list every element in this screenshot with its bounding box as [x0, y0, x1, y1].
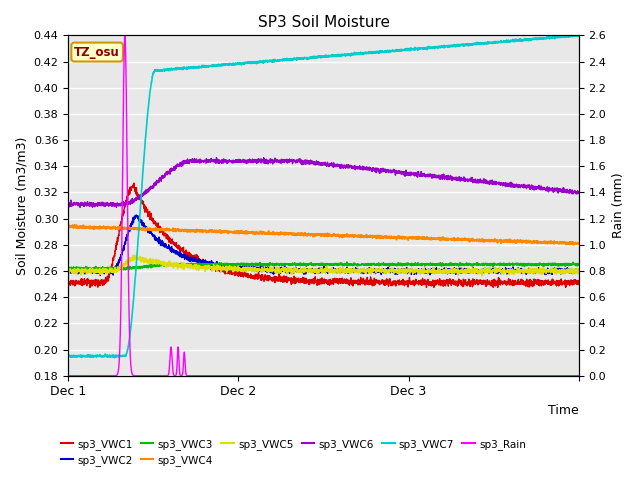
sp3_VWC6 [575, 189, 582, 194]
sp3_VWC5 [420, 269, 428, 275]
X-axis label: Time: Time [548, 404, 579, 417]
sp3_VWC5 [421, 270, 429, 276]
sp3_VWC7 [448, 42, 456, 48]
Title: SP3 Soil Moisture: SP3 Soil Moisture [257, 15, 390, 30]
sp3_Rain [64, 373, 72, 379]
sp3_VWC1 [130, 180, 138, 186]
sp3_VWC2 [575, 268, 582, 274]
sp3_Rain [421, 373, 429, 379]
sp3_VWC7 [388, 48, 396, 54]
Line: sp3_VWC4: sp3_VWC4 [68, 225, 579, 245]
sp3_Rain [121, 33, 129, 38]
sp3_VWC7 [64, 353, 72, 359]
sp3_VWC1 [388, 279, 396, 285]
sp3_VWC2 [486, 267, 493, 273]
sp3_Rain [209, 373, 217, 379]
sp3_VWC6 [212, 155, 220, 160]
sp3_VWC4 [420, 235, 428, 240]
sp3_VWC2 [132, 212, 140, 218]
sp3_VWC1 [420, 279, 428, 285]
sp3_VWC6 [388, 167, 396, 173]
sp3_VWC2 [64, 268, 72, 274]
sp3_VWC2 [448, 270, 456, 276]
sp3_VWC4 [575, 241, 582, 247]
Line: sp3_Rain: sp3_Rain [68, 36, 579, 376]
sp3_VWC3 [227, 261, 234, 267]
sp3_VWC1 [448, 279, 456, 285]
sp3_VWC5 [575, 269, 582, 275]
sp3_VWC3 [421, 263, 429, 269]
sp3_VWC3 [388, 263, 396, 268]
sp3_VWC1 [575, 279, 582, 285]
sp3_VWC5 [227, 264, 234, 270]
sp3_VWC2 [388, 266, 396, 272]
sp3_VWC5 [486, 267, 493, 273]
sp3_VWC1 [422, 285, 430, 290]
sp3_VWC5 [448, 266, 456, 272]
sp3_VWC3 [87, 267, 95, 273]
sp3_VWC7 [575, 33, 582, 38]
Y-axis label: Soil Moisture (m3/m3): Soil Moisture (m3/m3) [15, 136, 28, 275]
Line: sp3_VWC2: sp3_VWC2 [68, 215, 579, 276]
sp3_VWC2 [227, 266, 234, 272]
sp3_VWC2 [97, 273, 104, 278]
sp3_VWC2 [421, 266, 429, 272]
sp3_VWC4 [570, 242, 577, 248]
Line: sp3_VWC5: sp3_VWC5 [68, 255, 579, 276]
Line: sp3_VWC6: sp3_VWC6 [68, 157, 579, 207]
Y-axis label: Rain (mm): Rain (mm) [612, 173, 625, 239]
sp3_VWC7 [421, 46, 429, 52]
sp3_VWC6 [421, 174, 429, 180]
sp3_VWC6 [448, 174, 456, 180]
sp3_VWC3 [575, 262, 582, 267]
Line: sp3_VWC7: sp3_VWC7 [68, 35, 579, 358]
sp3_VWC1 [486, 282, 493, 288]
sp3_VWC3 [448, 262, 456, 268]
sp3_VWC4 [486, 238, 493, 244]
sp3_VWC4 [227, 228, 234, 234]
sp3_VWC4 [70, 222, 78, 228]
sp3_Rain [421, 373, 429, 379]
sp3_VWC3 [64, 265, 72, 271]
sp3_VWC7 [486, 40, 493, 46]
sp3_Rain [575, 373, 582, 379]
sp3_VWC4 [64, 224, 72, 229]
sp3_VWC7 [111, 355, 118, 360]
sp3_VWC1 [421, 279, 429, 285]
sp3_Rain [227, 373, 234, 379]
Text: TZ_osu: TZ_osu [74, 46, 120, 59]
sp3_VWC1 [64, 278, 72, 284]
sp3_VWC5 [64, 268, 72, 274]
sp3_VWC4 [388, 235, 396, 240]
sp3_VWC1 [227, 270, 234, 276]
sp3_VWC5 [129, 252, 137, 258]
sp3_VWC6 [76, 204, 84, 210]
sp3_Rain [448, 373, 456, 379]
sp3_VWC7 [227, 61, 234, 67]
Line: sp3_VWC3: sp3_VWC3 [68, 262, 579, 270]
sp3_VWC3 [421, 262, 429, 267]
sp3_VWC4 [448, 236, 456, 241]
sp3_Rain [388, 373, 396, 379]
sp3_VWC6 [227, 158, 234, 164]
Line: sp3_VWC1: sp3_VWC1 [68, 183, 579, 288]
sp3_VWC6 [486, 180, 493, 186]
sp3_Rain [486, 373, 493, 379]
sp3_VWC6 [64, 204, 72, 209]
sp3_VWC5 [388, 266, 396, 272]
Legend: sp3_VWC1, sp3_VWC2, sp3_VWC3, sp3_VWC4, sp3_VWC5, sp3_VWC6, sp3_VWC7, sp3_Rain: sp3_VWC1, sp3_VWC2, sp3_VWC3, sp3_VWC4, … [56, 434, 530, 470]
sp3_VWC7 [420, 45, 428, 50]
sp3_VWC2 [421, 268, 429, 274]
sp3_VWC5 [478, 273, 486, 278]
sp3_VWC6 [421, 173, 429, 179]
sp3_VWC7 [568, 32, 575, 37]
sp3_VWC3 [343, 259, 351, 265]
sp3_VWC3 [486, 262, 493, 268]
sp3_VWC4 [421, 235, 429, 240]
